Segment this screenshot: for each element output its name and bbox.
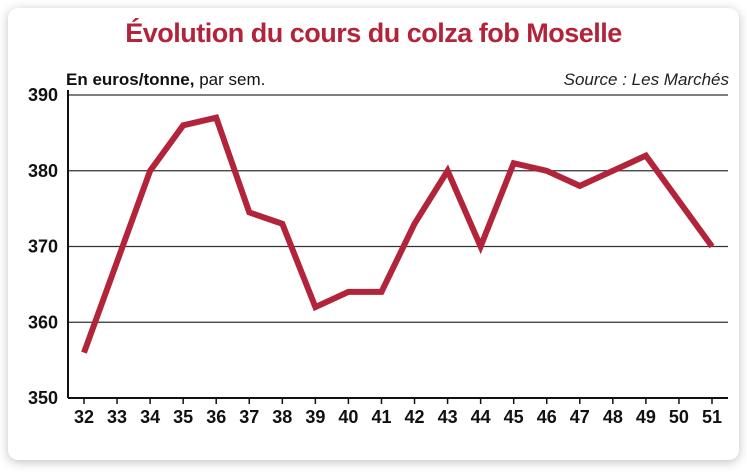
x-tick-label: 39 (305, 407, 325, 427)
y-tick-label: 390 (28, 85, 58, 105)
x-tick-label: 41 (371, 407, 391, 427)
x-tick-label: 49 (636, 407, 656, 427)
x-tick-label: 47 (570, 407, 590, 427)
x-tick-label: 48 (603, 407, 623, 427)
x-tick-label: 33 (107, 407, 127, 427)
x-tick-label: 46 (537, 407, 557, 427)
y-tick-label: 370 (28, 237, 58, 257)
unit-label-rest: par sem. (194, 70, 266, 89)
unit-label-bold: En euros/tonne, (66, 70, 195, 89)
x-tick-label: 50 (669, 407, 689, 427)
y-tick-label: 350 (28, 388, 58, 408)
series-line (81, 114, 715, 354)
chart-title: Évolution du cours du colza fob Moselle (125, 18, 622, 48)
unit-label: En euros/tonne, par sem. (66, 70, 265, 90)
x-tick-label: 34 (140, 407, 160, 427)
x-tick-label: 40 (338, 407, 358, 427)
x-tick-label: 44 (471, 407, 491, 427)
x-tick-label: 32 (74, 407, 94, 427)
x-tick-label: 51 (702, 407, 722, 427)
x-tick-label: 38 (272, 407, 292, 427)
source-label: Source : Les Marchés (563, 70, 729, 89)
y-tick-label: 360 (28, 312, 58, 332)
y-tick-label: 380 (28, 161, 58, 181)
x-tick-label: 36 (206, 407, 226, 427)
x-tick-label: 45 (504, 407, 524, 427)
x-tick-label: 42 (405, 407, 425, 427)
x-tick-label: 37 (239, 407, 259, 427)
x-tick-label: 43 (438, 407, 458, 427)
x-tick-label: 35 (173, 407, 193, 427)
